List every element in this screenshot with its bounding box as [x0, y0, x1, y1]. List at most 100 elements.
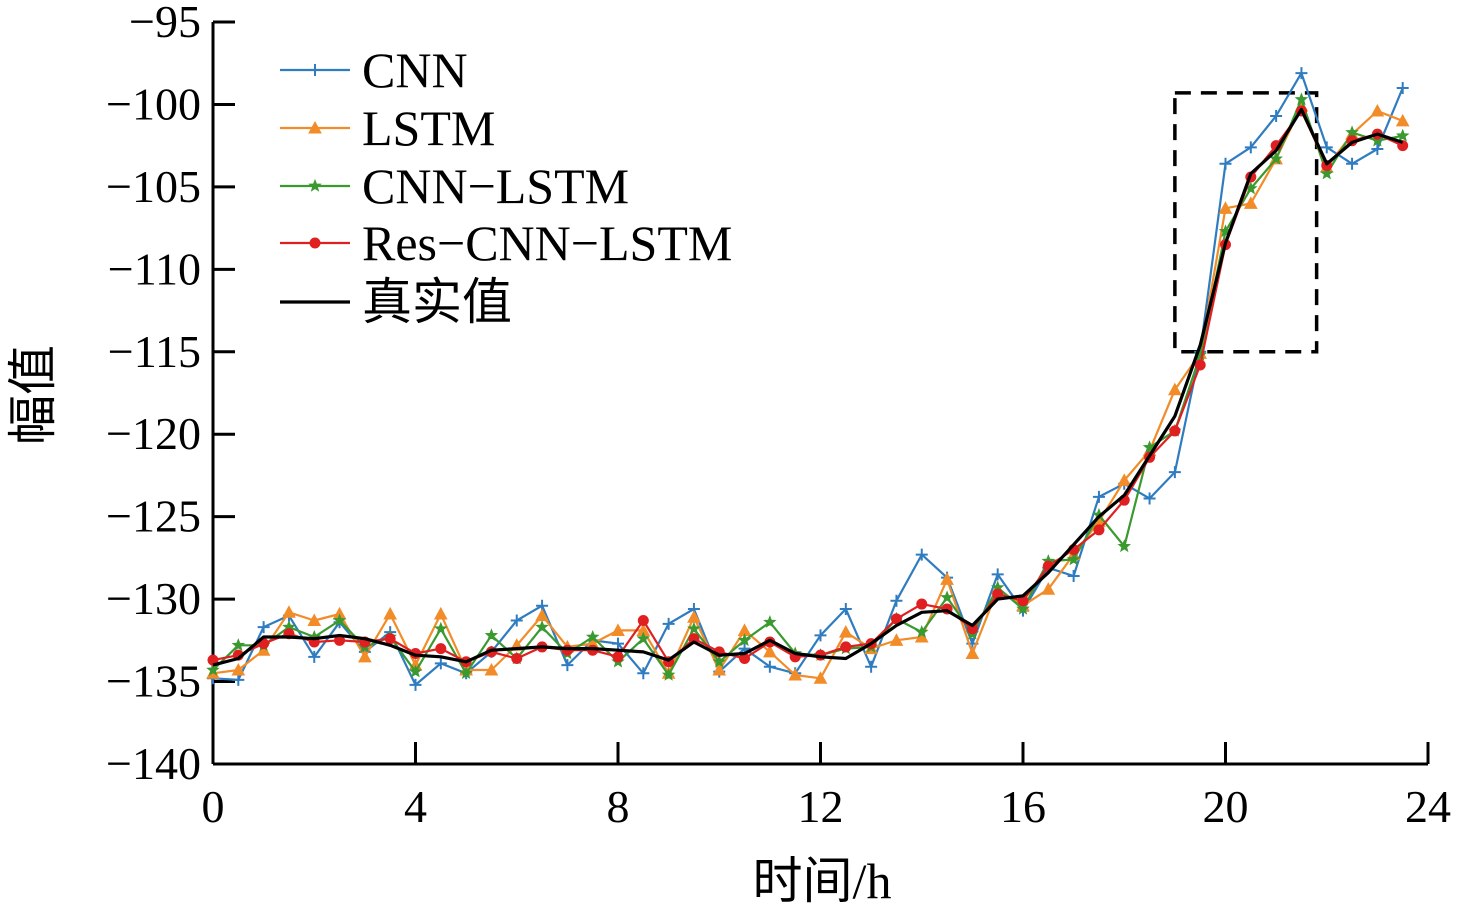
data-point	[839, 603, 852, 616]
data-point	[1092, 490, 1105, 503]
data-point	[207, 654, 219, 666]
data-point	[1345, 125, 1359, 139]
data-point	[1169, 425, 1181, 437]
x-tick-label: 24	[1405, 781, 1451, 832]
data-point	[1244, 141, 1257, 154]
data-point	[434, 621, 448, 635]
data-point	[433, 606, 448, 620]
legend-item-ground-truth: 真实值	[280, 274, 512, 330]
data-point	[585, 629, 600, 643]
data-point	[916, 598, 928, 610]
data-point	[889, 633, 904, 646]
data-point	[637, 615, 649, 627]
data-point	[561, 644, 573, 656]
data-point	[408, 664, 423, 678]
data-point	[1194, 359, 1206, 371]
y-tick-label: −105	[106, 161, 201, 212]
data-point	[662, 617, 675, 630]
data-point	[307, 613, 322, 627]
data-point	[383, 606, 398, 620]
legend-label: Res−CNN−LSTM	[362, 215, 732, 271]
data-point	[1143, 492, 1156, 505]
plot-area	[206, 67, 1410, 691]
data-point	[840, 641, 852, 653]
data-point	[788, 667, 803, 681]
data-point	[1295, 67, 1308, 80]
y-tick-label: −95	[129, 0, 201, 47]
legend-label: CNN−LSTM	[362, 158, 629, 214]
legend-item-cnn: CNN	[280, 42, 468, 98]
data-point	[1395, 128, 1410, 142]
data-point	[712, 654, 727, 668]
data-point	[1117, 539, 1132, 553]
data-point	[535, 620, 549, 633]
x-tick-label: 8	[607, 781, 630, 832]
data-point	[865, 660, 878, 673]
data-point	[636, 631, 651, 645]
x-axis-title: 时间/h	[753, 853, 892, 909]
data-point	[1370, 133, 1385, 147]
y-tick-label: −140	[106, 738, 201, 789]
data-point	[459, 666, 473, 680]
y-axis-ticks: −95 −100 −105 −110 −115 −120 −125 −130 −135 −140	[106, 0, 235, 789]
data-point	[1093, 524, 1105, 536]
legend-marker	[309, 64, 321, 76]
data-point	[1066, 552, 1081, 566]
data-point	[358, 649, 372, 663]
series-line-ground-truth	[212, 107, 1404, 667]
data-point	[409, 678, 422, 691]
data-point	[1243, 196, 1258, 209]
data-point	[915, 548, 928, 561]
data-point	[434, 657, 447, 670]
y-tick-label: −115	[108, 326, 201, 377]
x-tick-label: 16	[1000, 781, 1046, 832]
y-tick-label: −125	[106, 491, 201, 542]
data-point	[763, 644, 777, 658]
data-point	[814, 629, 827, 642]
data-point	[282, 605, 296, 618]
data-point	[1395, 113, 1410, 127]
data-point	[1168, 382, 1182, 396]
data-point	[612, 637, 624, 650]
legend-item-lstm: LSTM	[280, 100, 495, 156]
data-point	[1219, 157, 1232, 170]
data-point	[561, 659, 574, 672]
data-point	[1142, 440, 1157, 454]
data-point	[940, 590, 954, 604]
data-point	[1294, 92, 1309, 106]
y-tick-label: −130	[106, 573, 201, 624]
data-point	[1319, 166, 1334, 180]
data-point	[612, 651, 624, 663]
data-point	[687, 621, 701, 635]
data-point	[991, 568, 1004, 581]
data-point	[1320, 141, 1333, 154]
data-point	[940, 572, 954, 585]
data-point	[510, 614, 523, 627]
dashed-highlight-rect	[1173, 91, 1319, 354]
data-point	[1346, 157, 1359, 170]
data-point	[813, 671, 828, 684]
data-point	[661, 667, 676, 681]
y-tick-label: −135	[106, 656, 201, 707]
data-point	[1370, 103, 1385, 117]
legend-label: LSTM	[362, 100, 495, 156]
legend-label: 真实值	[362, 274, 512, 330]
legend-label: CNN	[362, 42, 468, 98]
legend-marker	[309, 237, 321, 249]
data-point	[763, 660, 776, 673]
data-point	[763, 615, 777, 628]
data-point	[308, 650, 321, 663]
legend-item-cnn-lstm: CNN−LSTM	[280, 158, 629, 214]
data-point	[511, 652, 523, 664]
data-point	[737, 633, 752, 647]
x-tick-label: 20	[1203, 781, 1249, 832]
data-point	[332, 613, 347, 627]
data-point	[231, 638, 246, 652]
data-point	[206, 662, 220, 676]
data-point	[1016, 601, 1030, 615]
data-point	[435, 643, 447, 655]
data-point	[1270, 109, 1283, 122]
data-point	[1269, 151, 1283, 165]
